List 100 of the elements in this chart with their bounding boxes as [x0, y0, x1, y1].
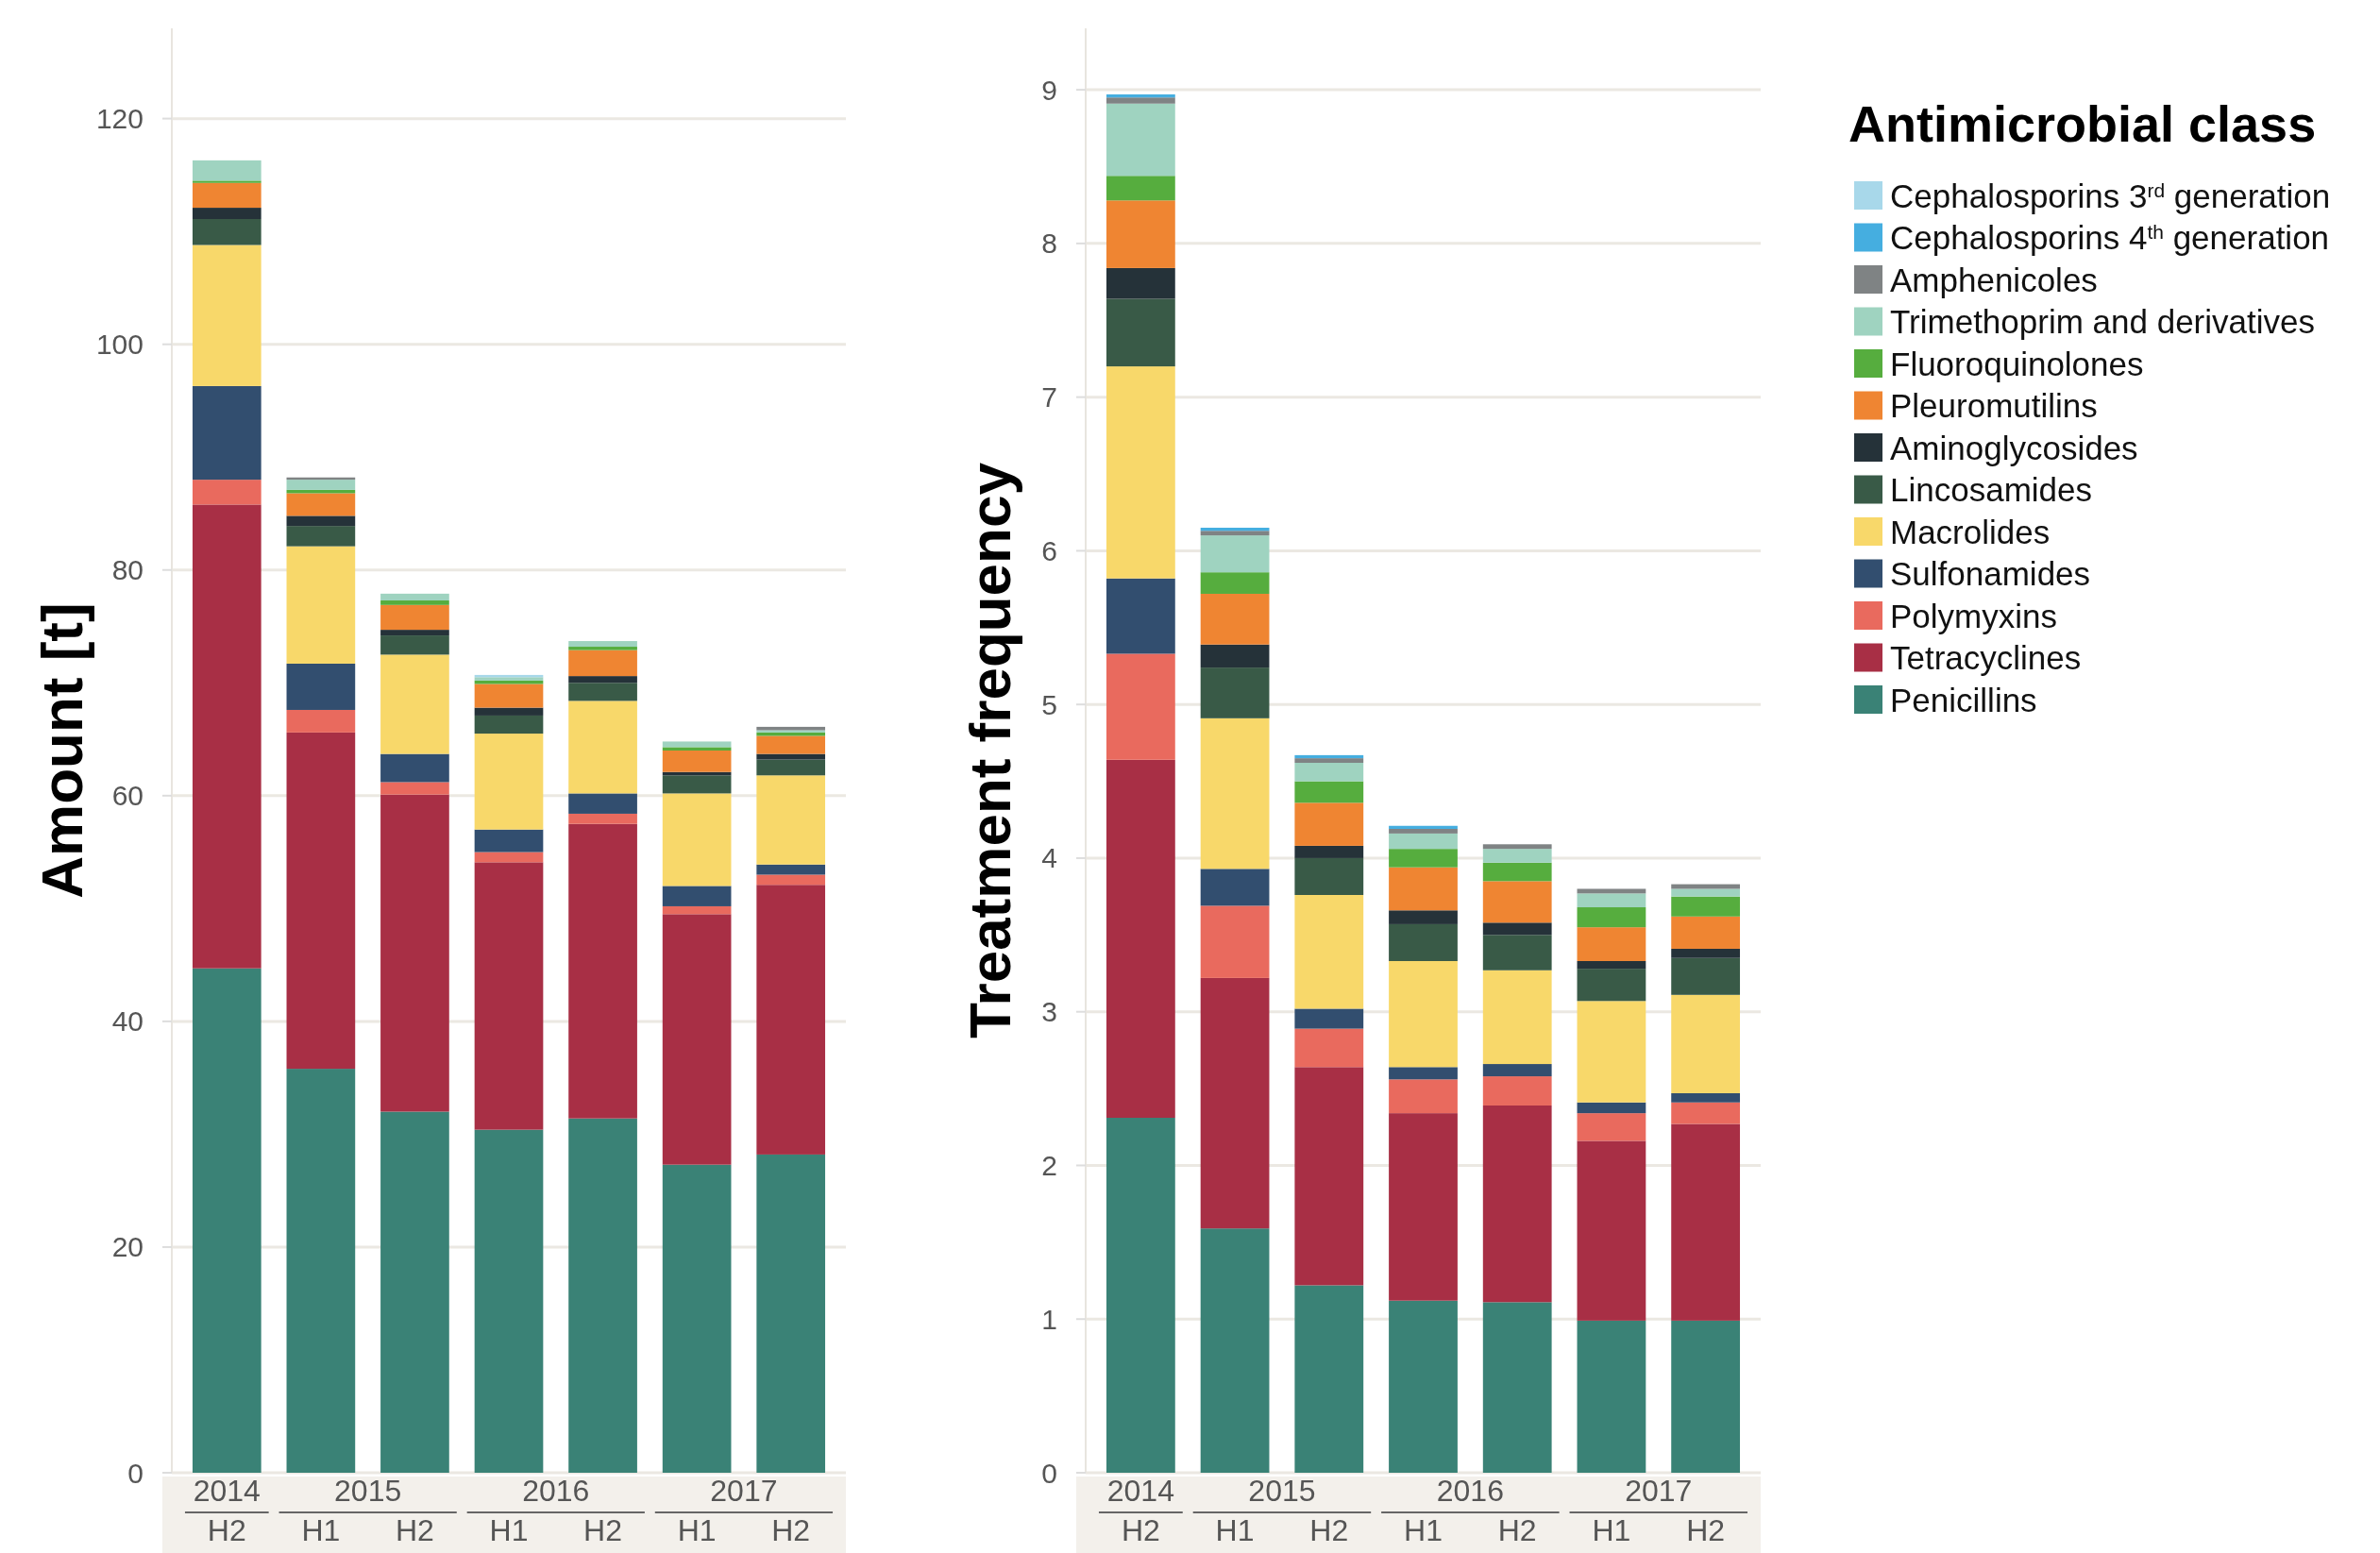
- bar: [1106, 97, 1175, 104]
- legend-label: Cephalosporins 3$^{rd}$ generation: [1890, 177, 2331, 214]
- bar: [1389, 825, 1458, 830]
- bar: [1200, 977, 1270, 1229]
- bar: [662, 914, 732, 1165]
- legend-label: Amphenicoles: [1890, 261, 2098, 298]
- bar: [192, 385, 262, 481]
- text: 2016: [1436, 1474, 1504, 1508]
- text: 2015: [1248, 1474, 1316, 1508]
- bar: [1106, 200, 1175, 268]
- bar: [1482, 881, 1552, 923]
- bar: [1294, 781, 1364, 803]
- bar: [1671, 1320, 1741, 1473]
- bar: [192, 160, 262, 181]
- y-tick-label: 120: [95, 103, 143, 135]
- bar: [1389, 960, 1458, 1068]
- bar: [380, 753, 449, 783]
- bar: [662, 741, 732, 748]
- bar: [286, 480, 356, 490]
- bar: [286, 526, 356, 547]
- bar: [1389, 923, 1458, 961]
- y-tick-label: 6: [1041, 534, 1057, 566]
- y-tick-label: 9: [1041, 74, 1057, 106]
- bar: [1200, 535, 1270, 573]
- bar: [568, 641, 637, 648]
- bar: [662, 751, 732, 772]
- text: 2017: [710, 1474, 778, 1508]
- bar: [568, 823, 637, 1119]
- bar: [192, 182, 262, 209]
- legend-label: Cephalosporins 4$^{th}$ generation: [1890, 219, 2330, 257]
- bar: [568, 650, 637, 677]
- bar: [380, 1111, 449, 1473]
- bar: [1482, 1064, 1552, 1077]
- bar: [1389, 1300, 1458, 1473]
- y-tick-label: 20: [111, 1231, 143, 1263]
- bar: [1577, 1102, 1646, 1114]
- legend-label: Lincosamides: [1890, 471, 2092, 509]
- bar: [756, 730, 826, 733]
- bar: [568, 676, 637, 684]
- bar: [568, 701, 637, 794]
- x-tick-label: H1: [1404, 1513, 1443, 1547]
- bar: [474, 684, 544, 708]
- bar: [1106, 298, 1175, 367]
- bar: [1294, 895, 1364, 1009]
- bar: [1106, 103, 1175, 177]
- y-tick-label: 3: [1041, 996, 1057, 1028]
- legend-title: Antimicrobial class: [1848, 95, 2317, 152]
- bar: [1106, 267, 1175, 299]
- bar: [380, 794, 449, 1112]
- y-tick-label: 2: [1041, 1149, 1057, 1181]
- bar: [1389, 849, 1458, 868]
- x-tick-label: H2: [1121, 1513, 1160, 1547]
- bar: [1671, 896, 1741, 917]
- bar: [1106, 578, 1175, 654]
- legend-label: Polymyxins: [1890, 597, 2057, 634]
- bar: [756, 735, 826, 754]
- bar: [474, 852, 544, 863]
- bar: [662, 747, 732, 751]
- bar: [1671, 1123, 1741, 1321]
- bar: [1294, 1285, 1364, 1473]
- bar: [1294, 857, 1364, 895]
- bar: [1671, 1102, 1741, 1124]
- bar: [662, 775, 732, 794]
- y-tick-label: 1: [1041, 1303, 1057, 1335]
- bar: [286, 732, 356, 1070]
- bar: [1577, 888, 1646, 894]
- bar: [1200, 572, 1270, 594]
- x-tick-label: H2: [1309, 1513, 1349, 1547]
- text: 2014: [1106, 1474, 1174, 1508]
- bar: [1671, 916, 1741, 949]
- y-tick-label: 60: [111, 780, 143, 812]
- bar: [1671, 957, 1741, 995]
- bar: [756, 775, 826, 865]
- x-tick-label: H1: [301, 1513, 341, 1547]
- bar: [286, 663, 356, 710]
- bar: [1482, 935, 1552, 971]
- bar: [1577, 1140, 1646, 1321]
- legend-label: Trimethoprim and derivatives: [1890, 303, 2315, 341]
- bar: [1294, 1008, 1364, 1029]
- bar: [1106, 366, 1175, 579]
- bar: [1200, 905, 1270, 978]
- legend-label: Aminoglycosides: [1890, 429, 2138, 466]
- x-tick-label: H2: [771, 1513, 811, 1547]
- bar: [286, 493, 356, 516]
- bar: [1389, 910, 1458, 924]
- y-axis-title: Treatment frequency: [957, 462, 1022, 1038]
- x-tick-label: H2: [1686, 1513, 1726, 1547]
- y-tick-label: 0: [127, 1457, 143, 1489]
- y-tick-label: 0: [1041, 1457, 1057, 1489]
- bar: [380, 782, 449, 795]
- bar: [568, 813, 637, 824]
- bar: [1389, 829, 1458, 834]
- bar: [474, 1129, 544, 1473]
- x-tick-label: H2: [1497, 1513, 1537, 1547]
- bar: [192, 480, 262, 505]
- bar: [1577, 927, 1646, 961]
- bar: [1482, 970, 1552, 1065]
- bar: [1200, 644, 1270, 668]
- bar: [380, 635, 449, 655]
- bar: [1577, 1113, 1646, 1141]
